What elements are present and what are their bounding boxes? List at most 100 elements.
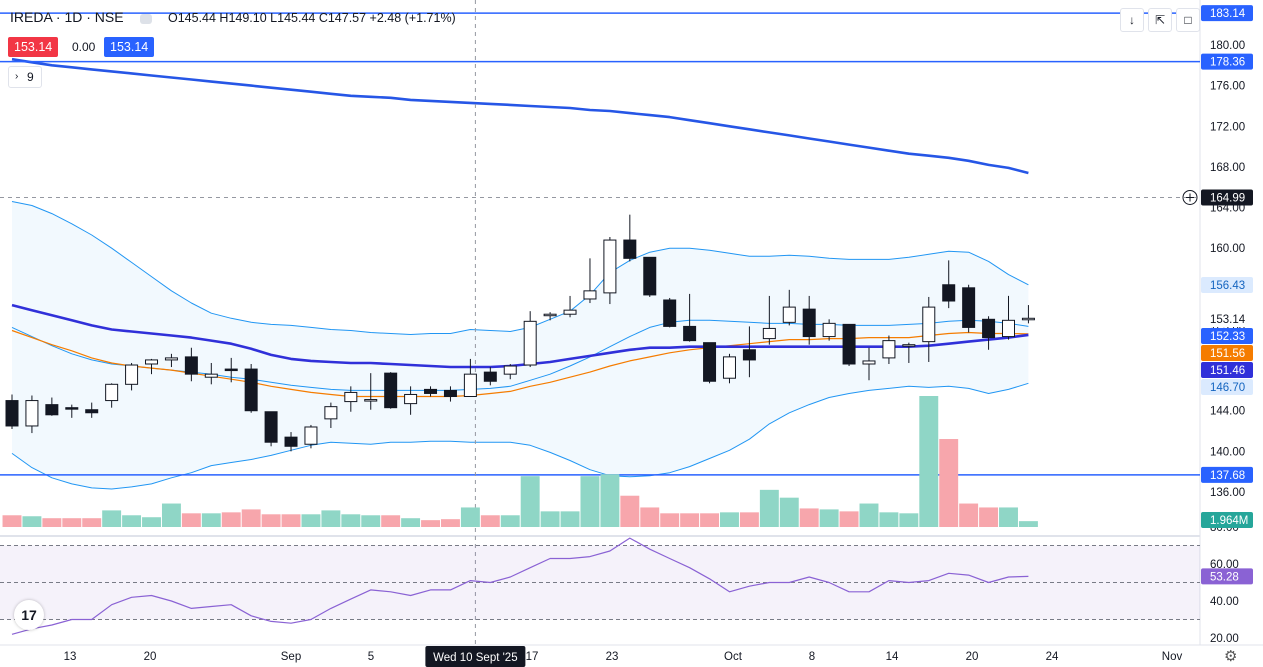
time-tick-label: 14 [886,651,899,663]
volume-bar [142,517,161,527]
volume-bar [899,513,919,527]
price-badge-bg [1201,466,1253,483]
time-tick-label: 20 [144,651,157,663]
bid-price[interactable]: 153.14 [8,37,59,57]
volume-bar [779,497,799,527]
volume-bar [739,512,759,527]
price-badge-label: 151.56 [1210,348,1245,360]
price-badge-bg [1201,512,1253,528]
price-badge-label: 152.33 [1210,331,1245,343]
indicators-toggle[interactable]: › 9 [8,66,42,88]
candle-body-down [643,256,657,296]
candle-body-down [703,342,717,382]
price-badge-label: 151.46 [1210,365,1245,377]
candle-body-down [184,356,198,375]
price-tick-label: 168.00 [1210,162,1245,174]
price-badge: 153.14 [1201,311,1253,327]
candle-body-down [663,299,677,327]
volume-bar [560,511,580,527]
price-badge-label: 146.70 [1210,382,1245,394]
rsi-tick-label: 20.00 [1210,633,1239,645]
candle-body-up [404,393,418,405]
candle-body-down [244,368,258,412]
volume-bar [281,514,301,527]
candle-body-up [722,356,736,379]
arrow-down-icon[interactable]: ↓ [1120,8,1144,32]
bollinger-upper-line [11,201,1029,335]
crosshair-date-badge: Wed 10 Sept '25 [425,646,526,667]
volume-bar [421,520,440,527]
candle-body-down [284,436,298,447]
candle-body-down [942,284,956,302]
candle-body-up [164,357,178,361]
volume-bar [700,513,720,527]
price-badge-label: 153.14 [1210,314,1246,326]
candle-body-down [424,388,438,394]
price-badge-label: 137.68 [1210,470,1245,482]
symbol-title[interactable]: IREDA · 1D · NSE [10,9,124,25]
price-badge-label: 156.43 [1210,280,1245,292]
volume-bar [82,518,102,527]
volume-bar [580,476,600,527]
candle-body-down [623,239,637,259]
tradingview-logo[interactable]: 17 [14,600,44,630]
candle-body-up [782,306,796,323]
volume-bar [301,514,321,527]
candle-body-up [364,399,378,402]
volume-bar [42,518,62,527]
candle-body-up [125,364,139,385]
volume-bar [839,511,859,527]
volume-bar [680,513,700,527]
volume-bar [321,510,341,527]
volume-bar [241,509,261,527]
price-badge: 146.70 [1201,379,1253,395]
price-badge-bg [1201,379,1253,395]
fullscreen-icon[interactable]: ⇱ [1148,8,1172,32]
candle-body-down [5,400,19,427]
time-tick-label: 24 [1046,651,1059,663]
candle-body-up [603,239,617,294]
volume-bar [480,515,500,527]
volume-bar [2,515,22,527]
candle-body-down [224,368,238,372]
price-badge-bg [1201,362,1253,378]
candle-body-up [902,344,916,347]
price-badge-bg [1201,53,1253,70]
plus-circle-icon [1182,189,1198,205]
sma200-line [11,57,1029,175]
candle-body-up [105,383,119,402]
volume-bar [979,507,999,527]
volume-bar [600,474,620,527]
volume-bar [401,518,421,527]
volume-bar [381,515,401,527]
volume-bar [221,512,241,527]
price-tick-label: 180.00 [1210,40,1245,52]
gear-icon[interactable]: ⚙ [1224,648,1238,665]
candle-body-up [762,327,776,340]
volume-bar [939,439,959,527]
chevron-down-icon[interactable] [140,14,152,24]
snapshot-icon[interactable]: □ [1176,8,1200,32]
volume-bar [759,489,779,527]
candle-body-down [65,407,79,410]
price-tick-label: 140.00 [1210,446,1245,458]
volume-bar [181,513,201,527]
candle-body-down [962,287,976,328]
candle-body-up [204,373,218,378]
volume-bar [959,503,979,527]
candle-body-up [882,340,896,359]
price-badge: 156.43 [1201,277,1253,293]
ask-price[interactable]: 153.14 [104,37,155,57]
price-tick-label: 172.00 [1210,121,1245,133]
rsi-tick-label: 60.00 [1210,559,1239,571]
price-badge-bg [1201,189,1253,206]
candle-body-up [25,400,39,427]
volume-bar [879,512,899,527]
candle-body-up [503,365,517,375]
volume-bar [361,515,381,527]
price-badge-bg [1201,277,1253,293]
time-tick-label: 5 [368,651,374,663]
candle-body-up [862,360,876,365]
